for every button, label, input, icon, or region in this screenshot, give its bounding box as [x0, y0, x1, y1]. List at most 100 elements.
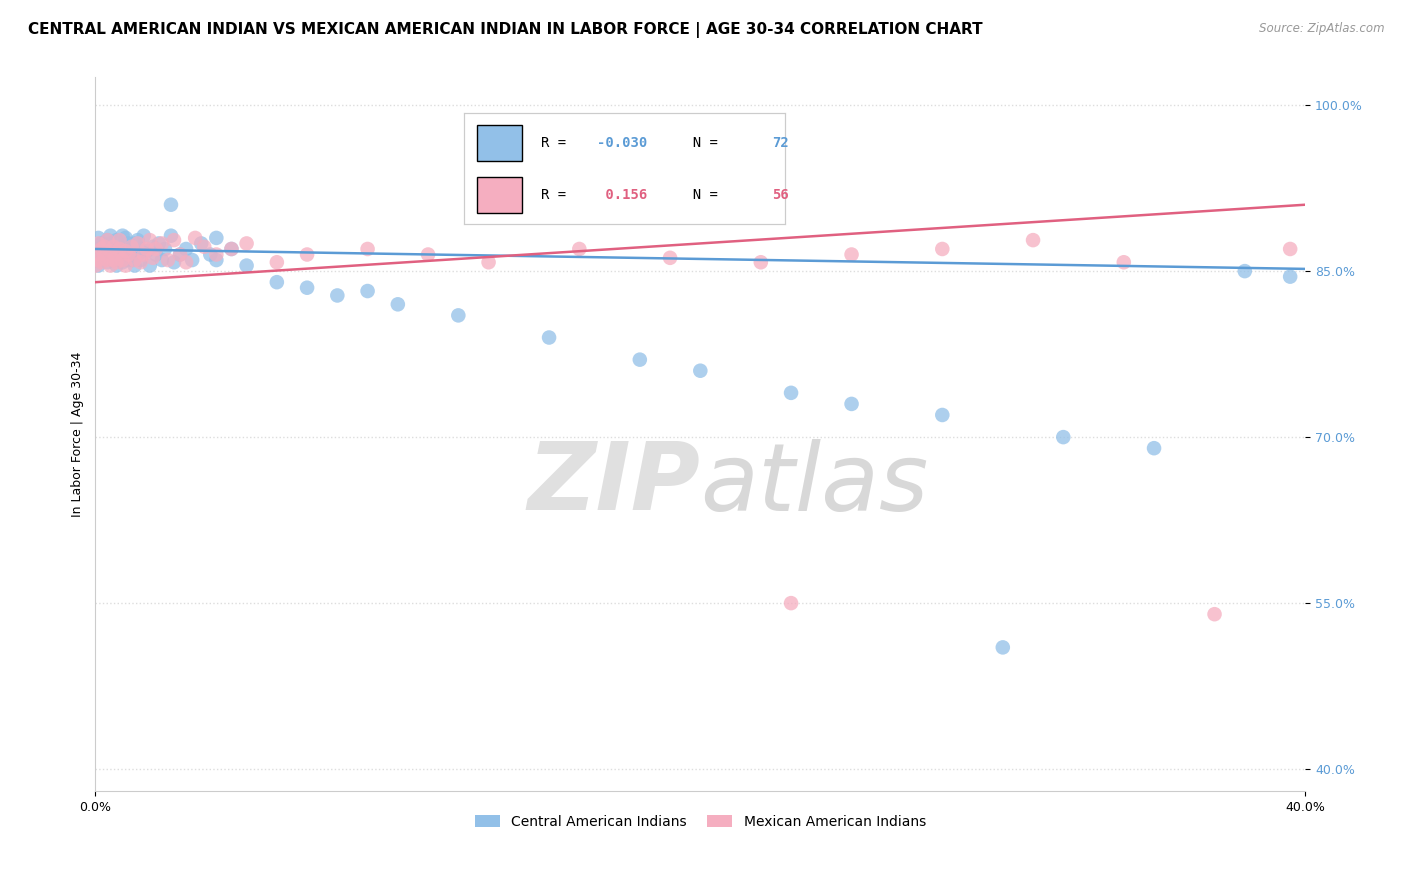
Point [111, 253, 134, 268]
Text: Source: ZipAtlas.com: Source: ZipAtlas.com [1260, 22, 1385, 36]
Point [568, 242, 591, 256]
Point [114, 242, 136, 256]
Point [356, 284, 378, 298]
Point [538, 330, 561, 344]
Point [447, 309, 470, 323]
Point [200, 247, 222, 261]
Point [295, 281, 318, 295]
Point [87, 231, 110, 245]
Point [96, 233, 118, 247]
Point [100, 244, 122, 259]
Point [87, 253, 110, 268]
Point [1233, 264, 1256, 278]
Point [160, 228, 183, 243]
Point [931, 242, 953, 256]
Point [117, 236, 139, 251]
Point [124, 259, 146, 273]
Point [93, 240, 115, 254]
Point [169, 247, 191, 261]
Text: ZIP: ZIP [527, 438, 700, 531]
Point [174, 255, 197, 269]
Point [266, 255, 288, 269]
Point [105, 259, 128, 273]
Point [117, 247, 139, 261]
Point [100, 236, 122, 251]
Point [163, 255, 186, 269]
Point [416, 247, 439, 261]
Point [108, 253, 131, 268]
Point [991, 640, 1014, 655]
Point [90, 236, 112, 251]
Point [96, 253, 118, 268]
Point [93, 240, 115, 254]
Point [117, 247, 139, 261]
Point [749, 255, 772, 269]
Point [127, 236, 149, 251]
Text: CENTRAL AMERICAN INDIAN VS MEXICAN AMERICAN INDIAN IN LABOR FORCE | AGE 30-34 CO: CENTRAL AMERICAN INDIAN VS MEXICAN AMERI… [28, 22, 983, 38]
Text: atlas: atlas [700, 439, 928, 530]
Point [181, 253, 204, 268]
Point [121, 253, 143, 268]
Point [90, 251, 112, 265]
Point [235, 259, 257, 273]
Point [132, 228, 155, 243]
Point [103, 240, 125, 254]
Point [931, 408, 953, 422]
Point [1279, 242, 1302, 256]
Point [190, 236, 212, 251]
Point [93, 247, 115, 261]
Point [108, 242, 131, 256]
Point [111, 228, 134, 243]
Point [145, 242, 167, 256]
Point [235, 236, 257, 251]
Point [193, 240, 215, 254]
Point [174, 242, 197, 256]
Point [145, 247, 167, 261]
Point [169, 247, 191, 261]
Point [105, 247, 128, 261]
Point [114, 244, 136, 259]
Point [84, 242, 107, 256]
Point [100, 228, 122, 243]
Point [356, 242, 378, 256]
Point [1204, 607, 1226, 622]
Point [153, 242, 176, 256]
Point [659, 251, 682, 265]
Point [150, 253, 173, 268]
Point [129, 253, 152, 268]
Point [124, 253, 146, 268]
Point [150, 236, 173, 251]
Point [93, 244, 115, 259]
Point [121, 240, 143, 254]
Point [132, 247, 155, 261]
Point [1279, 269, 1302, 284]
Point [135, 242, 157, 256]
Point [129, 242, 152, 256]
Point [84, 259, 107, 273]
Point [326, 288, 349, 302]
Point [477, 255, 499, 269]
Point [1052, 430, 1074, 444]
Point [124, 236, 146, 251]
Point [100, 247, 122, 261]
Point [108, 233, 131, 247]
Point [205, 247, 228, 261]
Point [103, 253, 125, 268]
Point [103, 242, 125, 256]
Y-axis label: In Labor Force | Age 30-34: In Labor Force | Age 30-34 [72, 351, 84, 517]
Point [142, 251, 165, 265]
Point [184, 231, 207, 245]
Point [127, 247, 149, 261]
Point [135, 244, 157, 259]
Point [127, 233, 149, 247]
Point [1143, 441, 1166, 455]
Point [108, 242, 131, 256]
Point [628, 352, 651, 367]
Point [221, 242, 243, 256]
Point [114, 259, 136, 273]
Point [139, 233, 162, 247]
Point [87, 236, 110, 251]
Point [780, 385, 803, 400]
Point [266, 275, 288, 289]
Point [114, 253, 136, 268]
